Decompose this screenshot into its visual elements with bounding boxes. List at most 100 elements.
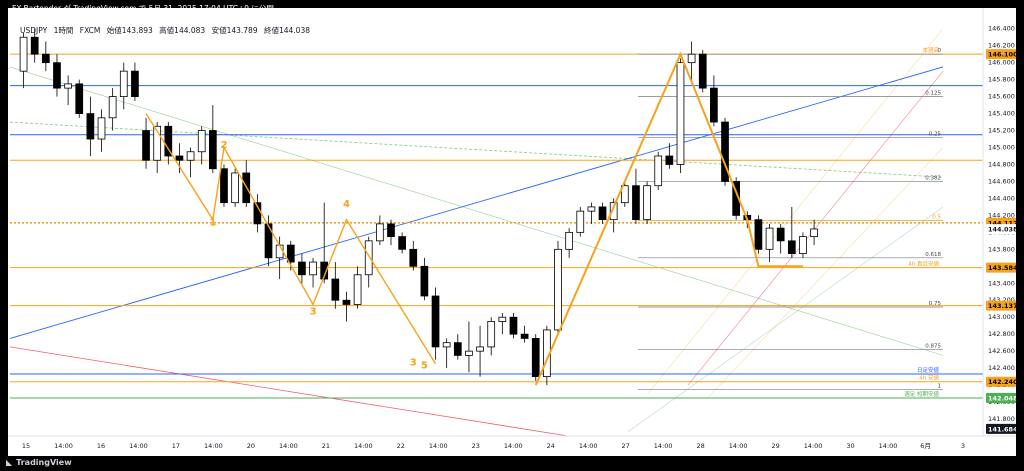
tradingview-logo-icon[interactable]: ◣ (6, 458, 13, 467)
candle-56[interactable] (643, 185, 651, 221)
candle-25[interactable] (298, 261, 306, 276)
price-tick-3: 145.800 (988, 76, 1015, 84)
candle-0[interactable] (19, 36, 28, 72)
candle-11[interactable] (142, 130, 150, 161)
candle-40[interactable] (465, 350, 473, 356)
candle-38[interactable] (442, 342, 451, 348)
candle-42[interactable] (487, 321, 496, 348)
candle-14[interactable] (175, 155, 184, 161)
plot-area[interactable]: 本週高 4h 直近安値 日足安値 4h 安値 週足 短期安値 0 0.125 0.25 0.38… (8, 8, 1016, 456)
price-tick-6: 145.200 (988, 127, 1015, 135)
candle-57[interactable] (654, 155, 663, 187)
time-tick-25: 3 (961, 442, 965, 450)
candle-27[interactable] (320, 261, 329, 280)
candle-54[interactable] (620, 185, 629, 204)
candle-58[interactable] (665, 155, 674, 165)
pitchfork-line-orange-2[interactable] (707, 147, 944, 398)
symbol-name[interactable]: USDJPY (20, 26, 48, 35)
candle-16[interactable] (197, 130, 206, 153)
pitchfork-line-red[interactable] (687, 70, 944, 386)
elliott-wave-line[interactable] (145, 113, 437, 365)
candle-46[interactable] (531, 338, 540, 378)
candle-68[interactable] (776, 227, 785, 242)
candle-44[interactable] (509, 316, 518, 335)
candle-67[interactable] (765, 227, 774, 250)
candle-31[interactable] (364, 240, 373, 276)
candle-33[interactable] (387, 223, 395, 238)
price-tag-5: 142.240 (988, 378, 1016, 386)
candle-37[interactable] (431, 295, 440, 348)
candle-19[interactable] (231, 172, 239, 204)
candle-6[interactable] (86, 113, 95, 140)
time-tick-21: 14:00 (804, 442, 823, 450)
candle-1[interactable] (30, 36, 39, 55)
price-tag-bg-0 (986, 49, 1016, 60)
time-tick-1: 14:00 (54, 442, 73, 450)
time-tick-11: 14:00 (429, 442, 448, 450)
price-tick-8: 144.800 (988, 160, 1015, 168)
candle-41[interactable] (476, 346, 484, 352)
candle-70[interactable] (799, 236, 807, 254)
candle-62[interactable] (710, 87, 718, 123)
candle-63[interactable] (721, 121, 729, 182)
candle-52[interactable] (598, 206, 607, 221)
time-tick-10: 22 (397, 442, 405, 450)
price-tick-16: 143.200 (988, 296, 1015, 304)
candle-59[interactable] (676, 62, 685, 165)
candle-30[interactable] (353, 274, 362, 305)
candle-10[interactable] (131, 70, 139, 98)
candle-69[interactable] (787, 240, 796, 254)
trendline-blue[interactable] (9, 66, 944, 339)
candle-43[interactable] (498, 316, 507, 322)
candle-24[interactable] (286, 244, 295, 263)
time-tick-22: 30 (846, 442, 854, 450)
swing-line[interactable] (534, 51, 803, 386)
candle-48[interactable] (554, 248, 562, 331)
pitchfork-line-orange-1[interactable] (647, 28, 944, 394)
time-tick-16: 27 (622, 442, 630, 450)
candle-60[interactable] (687, 53, 696, 64)
candle-22[interactable] (264, 223, 273, 259)
candle-4[interactable] (64, 83, 72, 89)
candle-7[interactable] (97, 117, 106, 140)
candle-28[interactable] (331, 278, 340, 301)
symbol-legend[interactable]: USDJPY 1時間 FXCM 始値143.893 高値144.083 安値14… (20, 25, 314, 36)
candle-18[interactable] (220, 168, 228, 204)
candle-49[interactable] (565, 231, 573, 250)
candle-53[interactable] (609, 202, 618, 221)
candle-13[interactable] (164, 125, 173, 157)
candle-5[interactable] (75, 83, 84, 114)
candle-15[interactable] (186, 151, 195, 161)
time-tick-8: 21 (322, 442, 330, 450)
candle-51[interactable] (587, 206, 596, 212)
pitchfork-line-green[interactable] (627, 206, 944, 432)
candle-26[interactable] (309, 261, 317, 276)
timeframe[interactable]: 1時間 (53, 26, 74, 35)
time-tick-12: 23 (472, 442, 480, 450)
candle-45[interactable] (520, 333, 529, 339)
candle-3[interactable] (53, 62, 61, 89)
candle-39[interactable] (453, 342, 462, 356)
time-tick-9: 14:00 (354, 442, 373, 450)
low-value: 安値143.789 (211, 26, 258, 35)
candle-34[interactable] (398, 236, 406, 250)
candle-35[interactable] (409, 248, 418, 267)
candle-2[interactable] (41, 53, 50, 64)
candle-36[interactable] (420, 265, 429, 297)
candle-66[interactable] (754, 219, 763, 250)
candle-32[interactable] (376, 223, 384, 242)
candle-55[interactable] (632, 185, 640, 221)
brand-name[interactable]: TradingView (16, 458, 72, 467)
candle-50[interactable] (576, 210, 585, 233)
candle-8[interactable] (108, 96, 117, 119)
candle-29[interactable] (342, 299, 351, 305)
trendline-red[interactable] (9, 346, 569, 437)
price-tick-0: 146.400 (988, 25, 1015, 33)
candle-17[interactable] (208, 130, 217, 170)
candle-61[interactable] (698, 53, 707, 89)
candle-12[interactable] (153, 125, 162, 161)
candle-9[interactable] (119, 70, 128, 98)
candle-71[interactable] (810, 228, 818, 238)
